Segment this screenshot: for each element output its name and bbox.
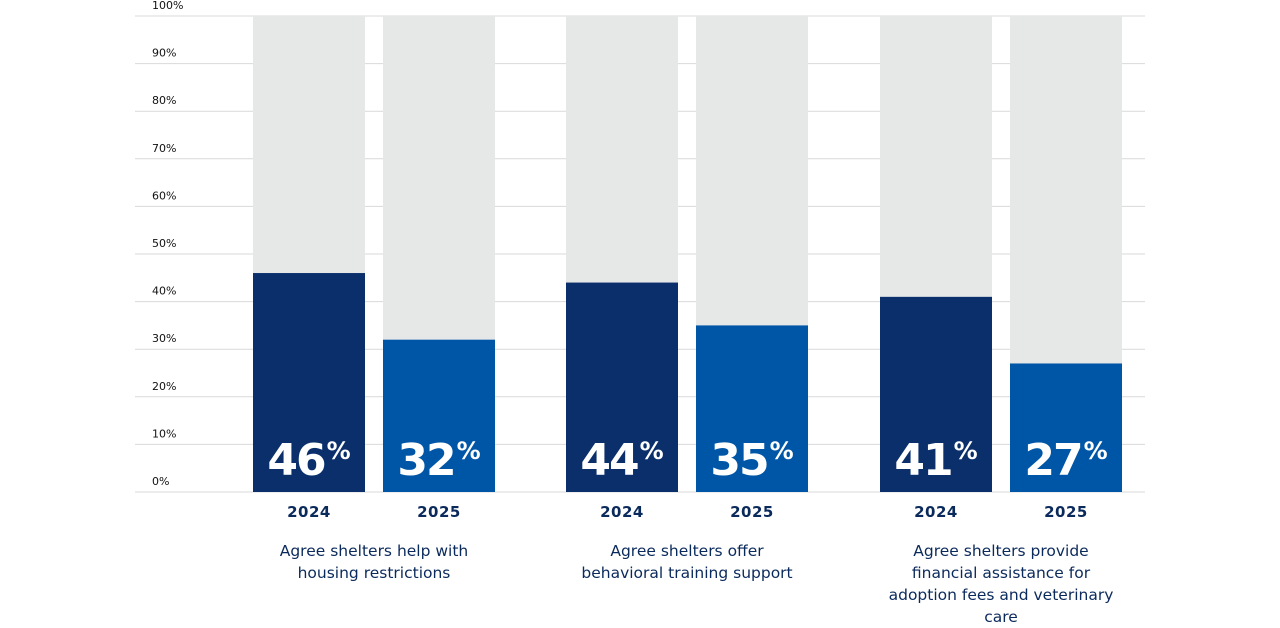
labels: 46% 2024 32% 2025 44% 2024 35% 2025 41% 2024 27% 20… <box>267 435 1113 626</box>
bar-2024 <box>566 282 678 492</box>
bar-value-label: 32% <box>397 435 480 486</box>
y-tick-label: 80% <box>152 94 176 107</box>
bar-2024 <box>253 273 365 492</box>
y-tick-label: 100% <box>152 0 183 12</box>
x-tick-label: 2024 <box>600 503 644 521</box>
y-tick-label: 50% <box>152 237 176 250</box>
x-tick-label: 2024 <box>914 503 958 521</box>
x-tick-label: 2024 <box>287 503 331 521</box>
x-tick-label: 2025 <box>1044 503 1088 521</box>
y-tick-label: 60% <box>152 189 176 202</box>
y-tick-label: 30% <box>152 332 176 345</box>
y-tick-label: 70% <box>152 142 176 155</box>
y-tick-label: 90% <box>152 47 176 60</box>
bars <box>253 16 1122 492</box>
bar-value-label: 35% <box>710 435 793 486</box>
bar-2025 <box>383 339 495 492</box>
category-label: Agree shelters help with housing restrict… <box>280 542 469 582</box>
bar-2025 <box>1010 363 1122 492</box>
y-tick-label: 40% <box>152 285 176 298</box>
y-tick-label: 0% <box>152 475 169 488</box>
y-axis-tick-labels: 0% 10% 20% 30% 40% 50% 60% 70% 80% 90% 100% <box>152 0 183 488</box>
category-label: Agree shelters provide financial assistan… <box>889 542 1114 626</box>
bar-value-label: 27% <box>1024 435 1107 486</box>
bar-value-label: 44% <box>580 435 663 486</box>
bar-2024 <box>880 296 992 492</box>
y-tick-label: 20% <box>152 380 176 393</box>
bar-2025 <box>696 325 808 492</box>
x-tick-label: 2025 <box>730 503 774 521</box>
bar-value-label: 41% <box>894 435 977 486</box>
bar-value-label: 46% <box>267 435 350 486</box>
category-label: Agree shelters offer behavioral training … <box>581 542 792 582</box>
x-tick-label: 2025 <box>417 503 461 521</box>
y-tick-label: 10% <box>152 427 176 440</box>
